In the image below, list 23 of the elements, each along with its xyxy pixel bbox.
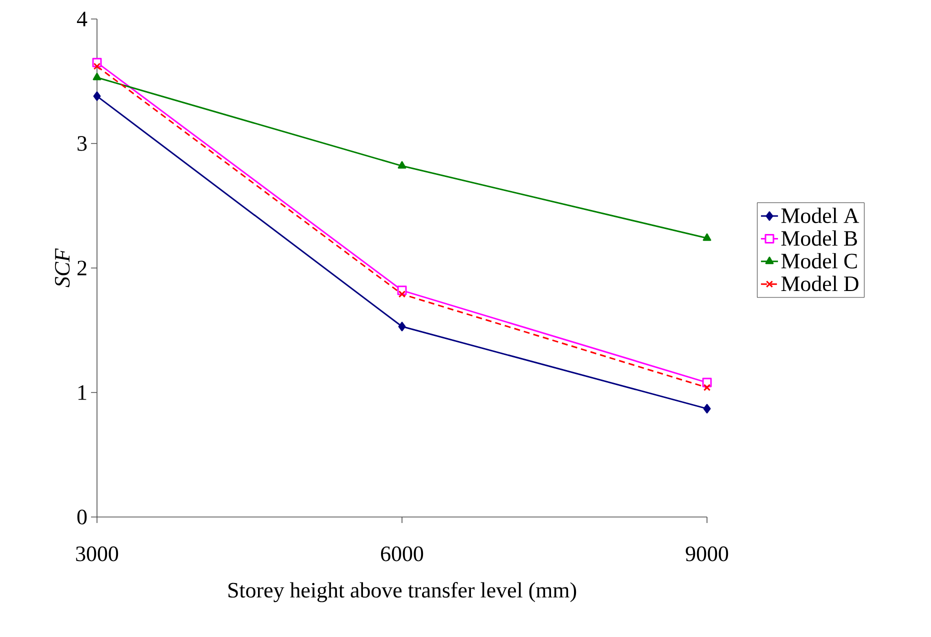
y-tick-label: 0: [77, 510, 87, 524]
y-axis-title: SCF: [54, 248, 70, 288]
y-tick-label: 3: [78, 136, 87, 151]
x-tick-label: 3000: [76, 546, 118, 562]
point: [92, 72, 102, 80]
point: [93, 91, 101, 101]
y-tick-label: 1: [78, 385, 86, 400]
legend-label: Model D: [781, 276, 858, 292]
x-tick-label: 6000: [381, 546, 424, 562]
legend-label: Model C: [781, 253, 857, 268]
x-axis-title: Storey height above transfer level (mm): [228, 582, 576, 602]
point: [702, 233, 712, 241]
x-tick-label: 9000: [686, 546, 728, 562]
point: [398, 161, 406, 169]
y-tick-label: 4: [76, 12, 88, 26]
point: [398, 290, 406, 298]
point: [703, 404, 711, 414]
legend-label: Model A: [781, 208, 860, 224]
point: [703, 384, 711, 392]
point: [398, 322, 406, 332]
y-tick-label: 2: [78, 260, 86, 276]
legend-label: Model B: [781, 230, 857, 246]
point: [93, 62, 101, 70]
